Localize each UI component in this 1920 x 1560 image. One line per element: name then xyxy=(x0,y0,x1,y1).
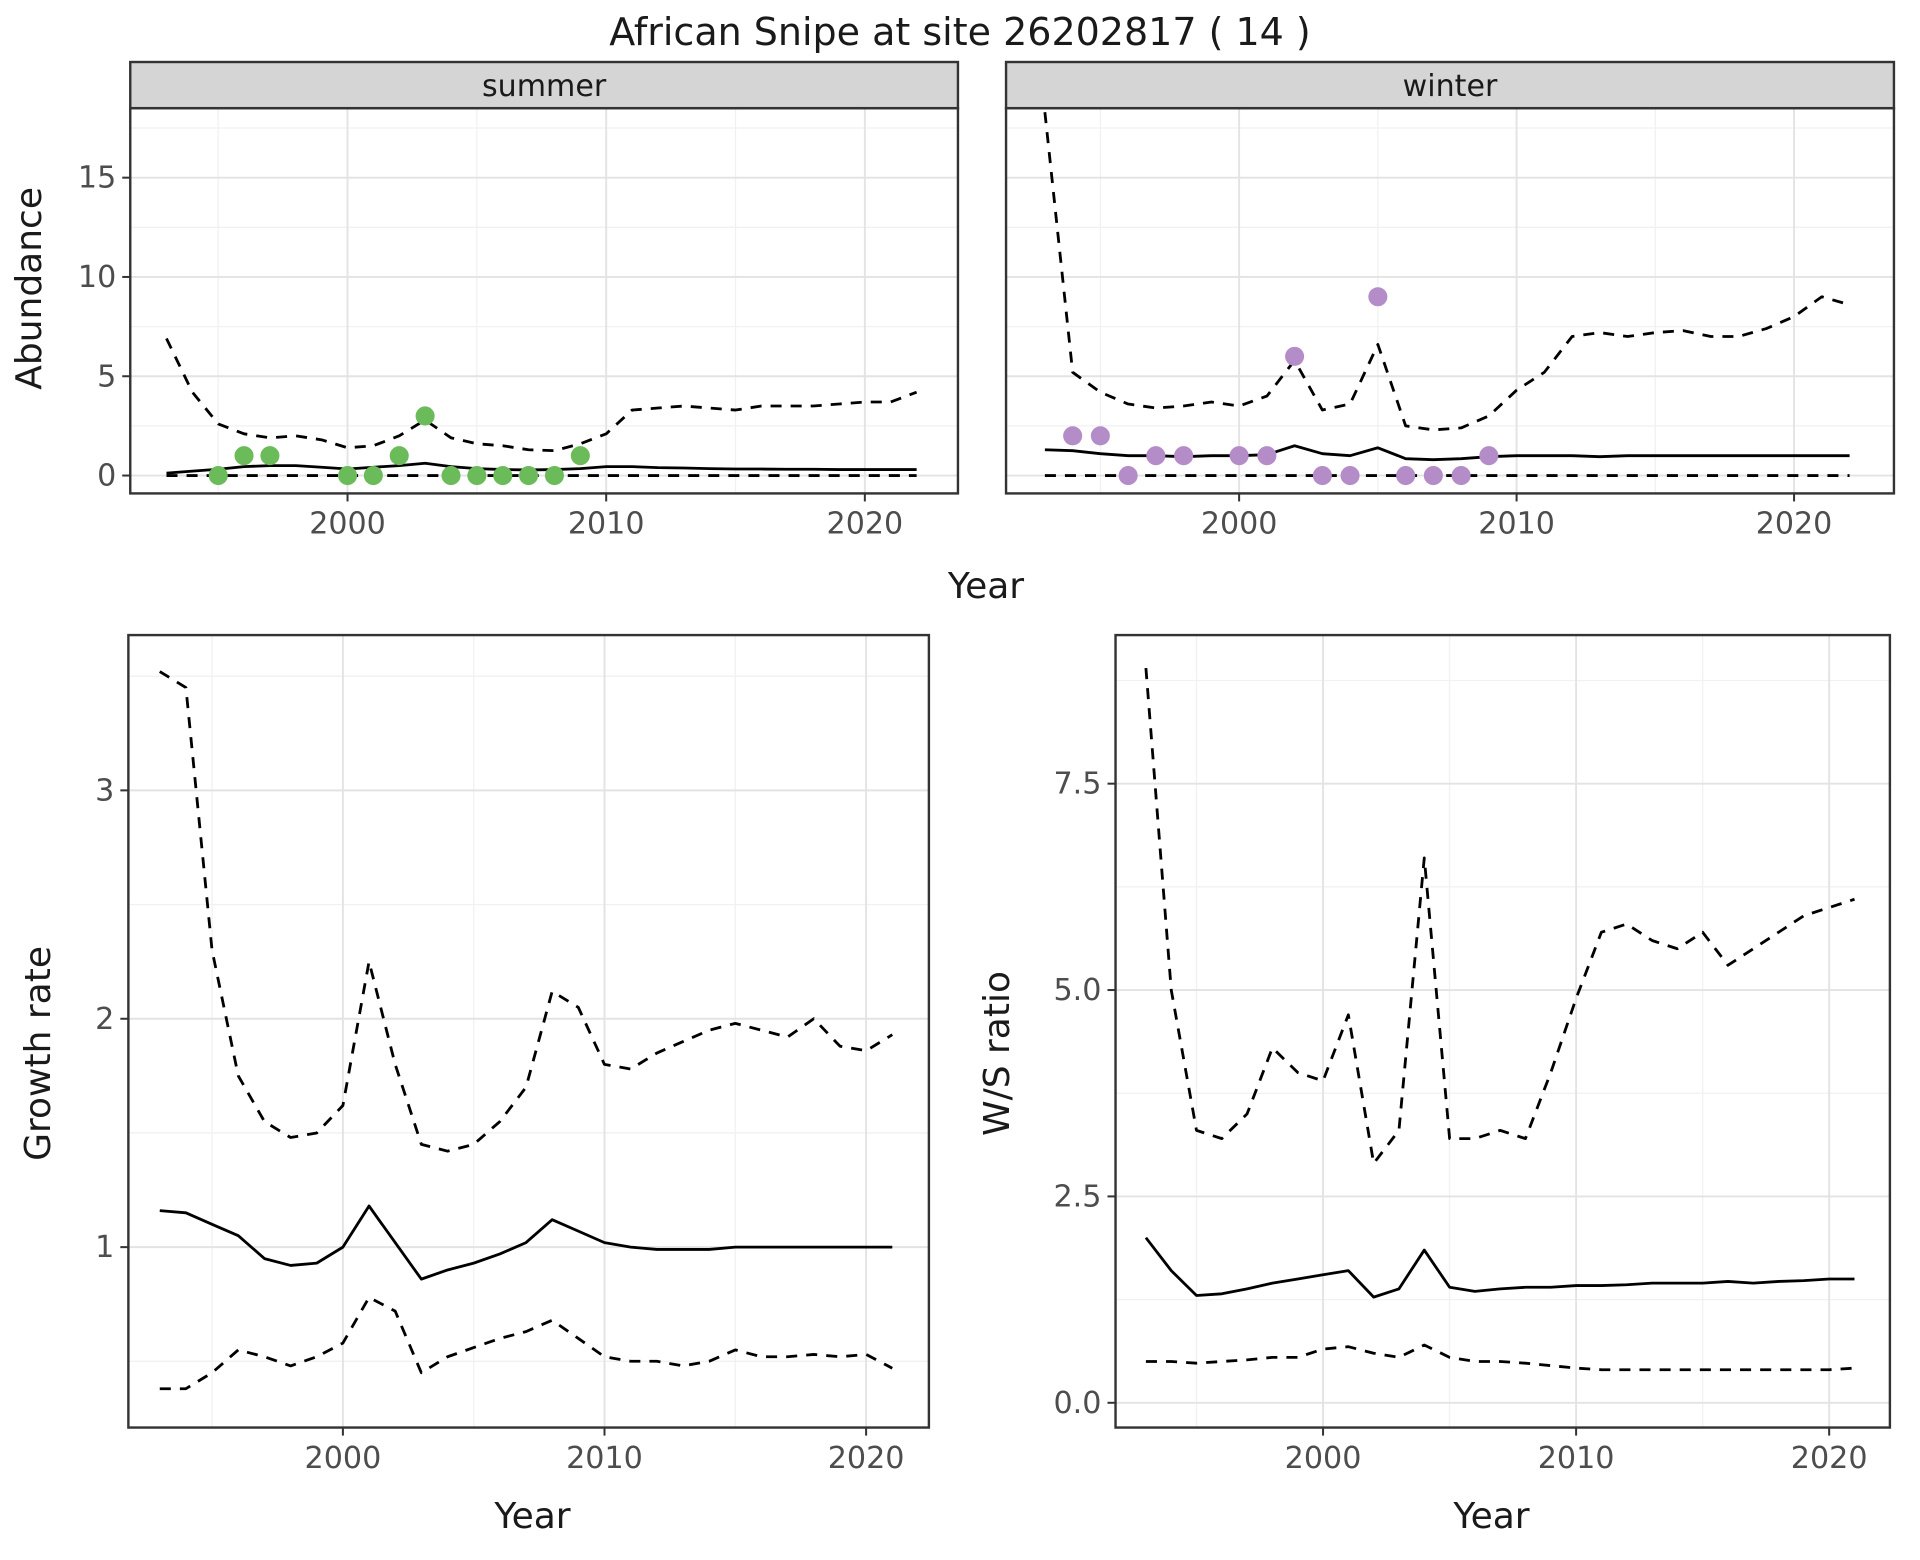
abundance-panels: 2000 2010 2020 0 5 10 15 summer 2000 2010 2020 win… xyxy=(52,60,1910,564)
series-lines xyxy=(159,670,894,1390)
panel-background xyxy=(1115,634,1890,1428)
series-lines xyxy=(1144,667,1855,1371)
y-tick-label: 5.0 xyxy=(1053,973,1101,1008)
y-tick-label: 0 xyxy=(97,459,116,494)
series-upper_ci xyxy=(165,337,918,453)
series-lines xyxy=(165,337,918,477)
panel-background xyxy=(128,634,929,1428)
x-tick-label: 2010 xyxy=(566,1440,643,1475)
facet-strip xyxy=(129,60,960,110)
series-upper_ci xyxy=(159,670,894,1153)
x-tick-label: 2000 xyxy=(1201,507,1278,542)
data-point xyxy=(441,466,461,486)
axis-ticks: 2000 2010 2020 0 5 10 15 xyxy=(78,161,903,542)
y-tick-label: 7.5 xyxy=(1053,766,1101,801)
data-point xyxy=(1229,446,1249,466)
x-axis-label-year-ws: Year xyxy=(1453,1495,1530,1537)
data-point xyxy=(1340,466,1360,486)
x-axis-label-year-growth: Year xyxy=(494,1495,571,1537)
chart-title: African Snipe at site 26202817 ( 14 ) xyxy=(609,10,1311,54)
facet-strip-label: summer xyxy=(482,69,607,104)
ws-ratio-cell: W/S ratio 2000 2010 2020 0.0 2.5 5.0 7.5 Year xyxy=(973,621,1906,1543)
facet-strip-label: winter xyxy=(1403,69,1498,104)
data-point xyxy=(1423,466,1443,486)
data-point xyxy=(363,466,383,486)
observed-points xyxy=(208,406,590,486)
x-tick-label: 2020 xyxy=(828,1440,905,1475)
data-point xyxy=(415,406,435,426)
data-point xyxy=(260,446,280,466)
data-point xyxy=(1146,446,1166,466)
data-point xyxy=(1063,426,1083,446)
x-tick-label: 2000 xyxy=(1285,1440,1362,1475)
y-tick-label: 15 xyxy=(78,161,116,196)
data-point xyxy=(544,466,564,486)
y-tick-label: 0.0 xyxy=(1053,1385,1101,1420)
series-lower_ci xyxy=(1145,1343,1855,1371)
chart-abundance-winter: 2000 2010 2020 winter xyxy=(1004,60,1896,542)
data-point xyxy=(570,446,590,466)
data-point xyxy=(1396,466,1416,486)
data-point xyxy=(519,466,539,486)
gridlines xyxy=(1115,634,1890,1428)
chart-growth-rate: 2000 2010 2020 1 2 3 xyxy=(95,633,931,1475)
data-point xyxy=(1285,346,1305,366)
x-tick-label: 2020 xyxy=(1791,1440,1868,1475)
abundance-row: Abundance 2000 2010 2020 0 5 10 15 summer 2000 2… xyxy=(0,60,1920,564)
x-tick-label: 2010 xyxy=(568,507,645,542)
data-point xyxy=(1174,446,1194,466)
data-point xyxy=(493,466,513,486)
series-fit xyxy=(166,461,917,475)
data-point xyxy=(389,446,409,466)
data-point xyxy=(1451,466,1471,486)
x-axis-label-year-top: Year xyxy=(947,565,1025,607)
axis-ticks: 2000 2010 2020 0.0 2.5 5.0 7.5 xyxy=(1053,766,1867,1475)
x-tick-label: 2010 xyxy=(1538,1440,1615,1475)
panel-border xyxy=(127,633,931,1429)
data-point xyxy=(338,466,358,486)
chart-ws-ratio: 2000 2010 2020 0.0 2.5 5.0 7.5 xyxy=(1053,633,1892,1475)
series-upper_ci xyxy=(1043,112,1850,432)
data-point xyxy=(234,446,254,466)
y-tick-label: 2 xyxy=(95,1001,114,1036)
y-axis-label-growth-rate: Growth rate xyxy=(17,946,59,1162)
y-tick-label: 1 xyxy=(95,1230,114,1265)
y-tick-label: 10 xyxy=(78,260,116,295)
data-point xyxy=(208,466,228,486)
y-tick-label: 2.5 xyxy=(1053,1179,1101,1214)
growth-rate-cell: Growth rate 2000 2010 2020 1 2 3 Year xyxy=(14,621,947,1543)
chart-abundance-summer: 2000 2010 2020 0 5 10 15 summer xyxy=(78,60,960,542)
facet-strip xyxy=(1004,60,1896,110)
x-tick-label: 2000 xyxy=(309,507,386,542)
series-upper_ci xyxy=(1144,667,1855,1165)
data-point xyxy=(1479,446,1499,466)
data-point xyxy=(1368,287,1388,307)
observed-points xyxy=(1063,287,1499,486)
axis-ticks: 2000 2010 2020 xyxy=(1201,493,1833,542)
axis-ticks: 2000 2010 2020 1 2 3 xyxy=(95,773,904,1475)
x-tick-label: 2010 xyxy=(1478,507,1555,542)
y-axis-label-abundance: Abundance xyxy=(8,187,50,391)
panel-background xyxy=(130,108,958,494)
panel-background xyxy=(1006,108,1894,494)
data-point xyxy=(1312,466,1332,486)
data-point xyxy=(467,466,487,486)
x-tick-label: 2000 xyxy=(305,1440,382,1475)
data-point xyxy=(1090,426,1110,446)
data-point xyxy=(1257,446,1277,466)
series-fit xyxy=(159,1204,893,1281)
series-lower_ci xyxy=(159,1295,893,1390)
derived-row: Growth rate 2000 2010 2020 1 2 3 Year W/S rat… xyxy=(0,617,1920,1543)
panel-border xyxy=(1114,633,1892,1429)
y-tick-label: 3 xyxy=(95,773,114,808)
x-tick-label: 2020 xyxy=(1756,507,1833,542)
series-fit xyxy=(1144,1236,1855,1299)
y-tick-label: 5 xyxy=(97,359,116,394)
x-tick-label: 2020 xyxy=(827,507,904,542)
data-point xyxy=(1118,466,1138,486)
y-axis-label-ws-ratio: W/S ratio xyxy=(976,971,1018,1137)
